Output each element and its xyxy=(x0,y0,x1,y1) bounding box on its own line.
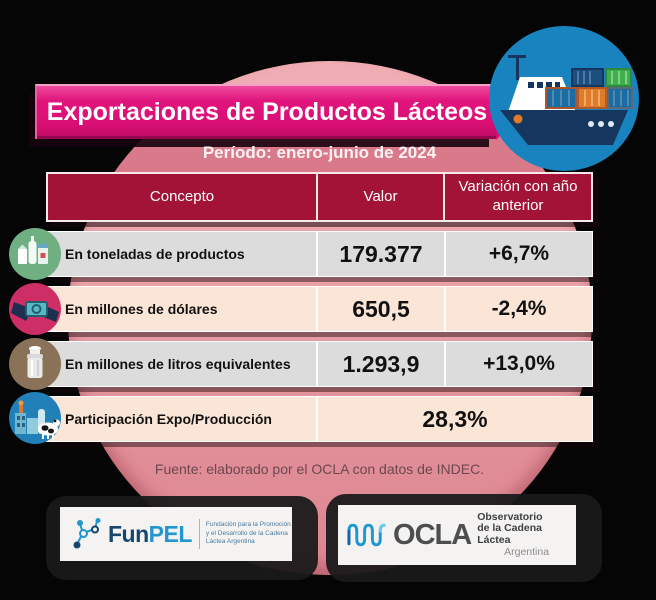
milk-churn-icon xyxy=(9,338,61,390)
header-valor: Valor xyxy=(316,174,443,220)
funpel-molecule-icon xyxy=(73,518,101,549)
row-concept: En millones de dólares xyxy=(65,301,218,317)
ocla-tagline: Observatorio de la Cadena Láctea Argenti… xyxy=(477,510,550,558)
table-row: Participación Expo/Producción 28,3% xyxy=(46,396,593,442)
row-concept: En millones de litros equivalentes xyxy=(65,356,291,372)
period-label: Período: enero-junio de 2024 xyxy=(202,143,437,162)
cargo-ship-icon xyxy=(489,26,639,171)
page-title: Exportaciones de Productos Lácteos xyxy=(46,98,488,126)
row-variation: -2,4% xyxy=(444,287,592,331)
row-value: 1.293,9 xyxy=(316,342,444,386)
ocla-wave-icon xyxy=(347,523,386,547)
table-row: En millones de dólares 650,5 -2,4% xyxy=(46,286,593,332)
dairy-products-icon xyxy=(9,228,61,280)
ocla-wordmark: OCLA xyxy=(393,518,472,551)
ship-badge xyxy=(488,25,640,172)
funpel-divider xyxy=(198,519,200,549)
header-concepto: Concepto xyxy=(149,187,215,205)
ocla-logo: OCLA Observatorio de la Cadena Láctea Ar… xyxy=(338,505,576,565)
factory-cow-icon xyxy=(9,392,61,444)
funpel-tagline: Fundación para la Promoción y el Desarro… xyxy=(205,520,291,546)
title-banner: Exportaciones de Productos Lácteos xyxy=(35,84,523,140)
table-row: En toneladas de productos 179.377 +6,7% xyxy=(46,231,593,277)
row-value: 650,5 xyxy=(316,287,444,331)
table-header: Concepto Valor Variación con año anterio… xyxy=(46,172,593,222)
funpel-logo: FunPEL Fundación para la Promoción y el … xyxy=(60,507,292,561)
row-concept: En toneladas de productos xyxy=(65,246,245,262)
row-variation: +6,7% xyxy=(444,232,592,276)
row-variation: +13,0% xyxy=(444,342,592,386)
money-hands-icon xyxy=(9,283,61,335)
row-concept: Participación Expo/Producción xyxy=(65,411,272,427)
table-row: En millones de litros equivalentes 1.293… xyxy=(46,341,593,387)
header-variacion: Variación con año anterior xyxy=(443,174,591,220)
row-value: 179.377 xyxy=(316,232,444,276)
row-value: 28,3% xyxy=(316,397,592,441)
funpel-wordmark: FunPEL xyxy=(108,520,192,547)
source-note: Fuente: elaborado por el OCLA con datos … xyxy=(154,461,485,477)
